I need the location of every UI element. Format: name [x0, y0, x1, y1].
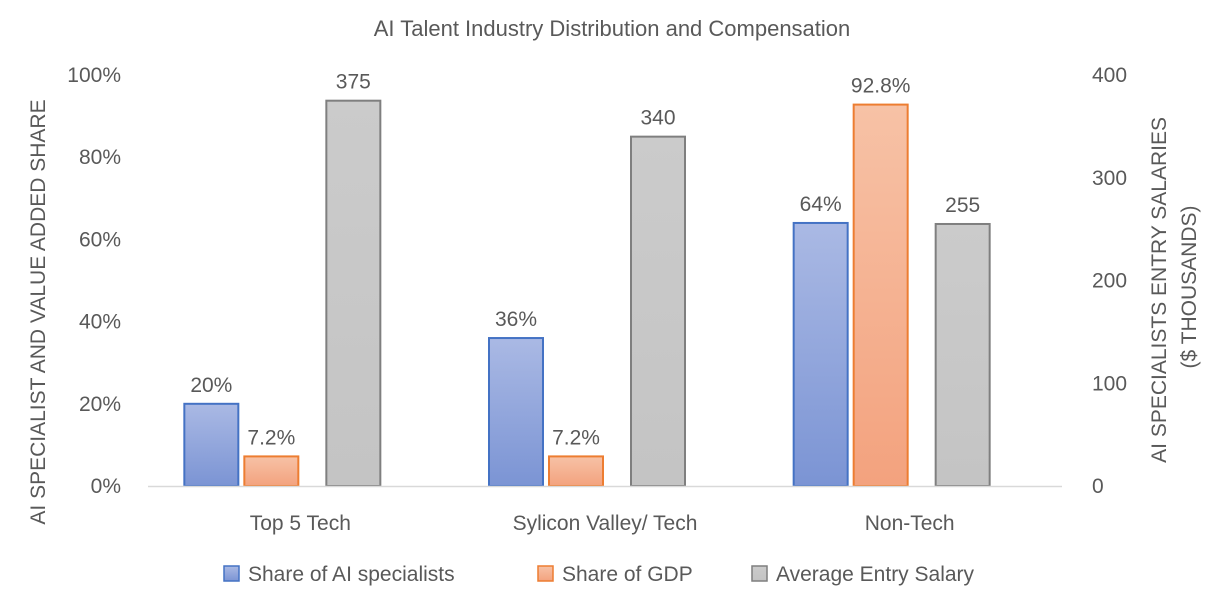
data-label: 340: [640, 107, 675, 130]
left-tick-label: 80%: [79, 146, 121, 169]
data-label: 92.8%: [851, 75, 911, 98]
right-tick-label: 0: [1092, 475, 1104, 498]
right-axis-ticks: 0 100 200 300 400: [1092, 64, 1127, 498]
left-tick-label: 0%: [91, 475, 121, 498]
left-tick-label: 100%: [67, 64, 121, 87]
right-tick-label: 100: [1092, 372, 1127, 395]
data-label: 7.2%: [552, 426, 600, 449]
data-label: 375: [336, 71, 371, 94]
right-axis-title-line-2: ($ THOUSANDS): [1178, 206, 1201, 369]
left-tick-label: 20%: [79, 393, 121, 416]
category-label: Top 5 Tech: [250, 512, 351, 535]
bar-average-entry-salary-1: [630, 135, 686, 487]
bar-share-of-ai-specialists-1: [488, 337, 544, 488]
left-axis-ticks: 0% 20% 40% 60% 80% 100%: [67, 64, 121, 498]
data-label: 36%: [495, 308, 537, 331]
data-labels: 20% 7.2% 375 36% 7.2% 340 64% 92.8% 255: [190, 71, 980, 450]
bar-share-of-gdp-0: [243, 455, 300, 487]
bar-average-entry-salary-2: [934, 222, 991, 488]
category-label: Sylicon Valley/ Tech: [513, 512, 698, 535]
legend-label: Average Entry Salary: [776, 563, 975, 586]
legend-swatch: [537, 565, 554, 582]
right-tick-label: 200: [1092, 270, 1127, 293]
legend-label: Share of GDP: [562, 563, 693, 586]
left-tick-label: 60%: [79, 228, 121, 251]
data-label: 255: [945, 194, 980, 217]
bar-share-of-gdp-1: [548, 455, 604, 487]
left-axis-title: AI SPECIALIST AND VALUE ADDED SHARE: [27, 99, 50, 524]
legend-swatch: [751, 565, 768, 582]
legend-label: Share of AI specialists: [248, 563, 455, 586]
data-label: 64%: [800, 193, 842, 216]
category-labels: Top 5 Tech Sylicon Valley/ Tech Non-Tech: [250, 512, 955, 535]
bar-share-of-gdp-2: [852, 103, 909, 487]
bar-share-of-ai-specialists-2: [792, 221, 849, 488]
bar-series: [183, 99, 991, 488]
bar-share-of-ai-specialists-0: [183, 402, 240, 487]
bar-average-entry-salary-0: [325, 99, 382, 487]
legend: Share of AI specialists Share of GDP Avera…: [223, 563, 975, 586]
right-tick-label: 400: [1092, 64, 1127, 87]
right-axis-title-line-1: AI SPECIALISTS ENTRY SALARIES: [1148, 117, 1171, 463]
data-label: 20%: [190, 374, 232, 397]
right-axis-title: AI SPECIALISTS ENTRY SALARIES ($ THOUSAN…: [1148, 111, 1201, 463]
legend-swatch: [223, 565, 240, 582]
right-tick-label: 300: [1092, 167, 1127, 190]
left-tick-label: 40%: [79, 311, 121, 334]
category-label: Non-Tech: [865, 512, 955, 535]
data-label: 7.2%: [247, 426, 295, 449]
chart-title: AI Talent Industry Distribution and Comp…: [374, 16, 851, 41]
